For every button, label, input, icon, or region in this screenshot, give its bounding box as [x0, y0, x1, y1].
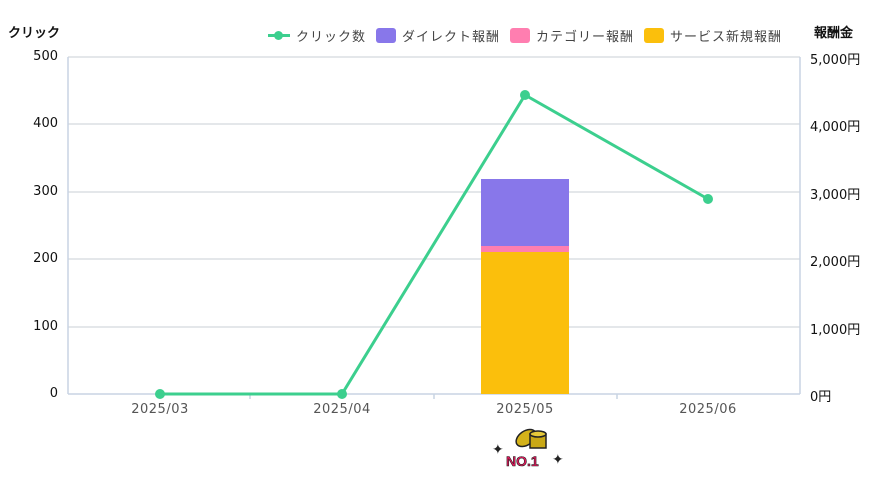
- legend-label: サービス新規報酬: [669, 30, 782, 45]
- x-tick: 2025/04: [313, 402, 371, 417]
- legend-item-service-reward[interactable]: サービス新規報酬: [643, 26, 782, 45]
- right-tick: 4,000円: [810, 120, 861, 135]
- gridlines: [68, 56, 800, 328]
- legend-label: クリック数: [295, 30, 366, 45]
- right-tick: 3,000円: [810, 188, 861, 203]
- x-tick: 2025/06: [679, 402, 737, 417]
- color-swatch-icon: [509, 28, 530, 43]
- left-axis-title: クリック: [8, 26, 61, 41]
- color-swatch-icon: [643, 28, 664, 43]
- legend-label: ダイレクト報酬: [401, 30, 500, 45]
- x-tick: 2025/05: [496, 402, 554, 417]
- stacked-bar-2025-05: [481, 179, 569, 394]
- no1-badge: ✦ ✦ NO.1: [490, 424, 565, 473]
- bar-category-reward: [481, 246, 569, 252]
- bar-direct-reward: [481, 179, 569, 246]
- chart-legend: クリック数 ダイレクト報酬 カテゴリー報酬 サービス新規報酬: [258, 26, 782, 45]
- legend-item-direct-reward[interactable]: ダイレクト報酬: [375, 26, 500, 45]
- left-tick: 300: [33, 184, 58, 199]
- bar-service-reward: [481, 252, 569, 394]
- left-tick: 400: [33, 116, 58, 131]
- color-swatch-icon: [375, 28, 396, 43]
- right-axis-title: 報酬金: [814, 26, 854, 41]
- left-tick: 100: [33, 319, 58, 334]
- badge-text: NO.1: [506, 453, 539, 469]
- clicks-points: [155, 90, 713, 399]
- right-tick: 5,000円: [810, 53, 861, 68]
- left-tick: 200: [33, 251, 58, 266]
- clicks-line: [160, 92, 709, 396]
- svg-text:✦: ✦: [552, 452, 564, 468]
- coins-icon: ✦ ✦ NO.1: [492, 428, 564, 469]
- legend-label: カテゴリー報酬: [535, 30, 634, 45]
- left-tick: 500: [33, 49, 58, 64]
- line-marker-icon: [267, 28, 290, 43]
- svg-text:✦: ✦: [492, 442, 504, 458]
- left-tick: 0: [49, 386, 58, 401]
- x-tick: 2025/03: [131, 402, 189, 417]
- right-tick: 0円: [810, 390, 832, 405]
- right-tick: 2,000円: [810, 255, 861, 270]
- legend-item-category-reward[interactable]: カテゴリー報酬: [509, 26, 634, 45]
- legend-item-clicks[interactable]: クリック数: [267, 26, 366, 45]
- right-tick: 1,000円: [810, 323, 861, 338]
